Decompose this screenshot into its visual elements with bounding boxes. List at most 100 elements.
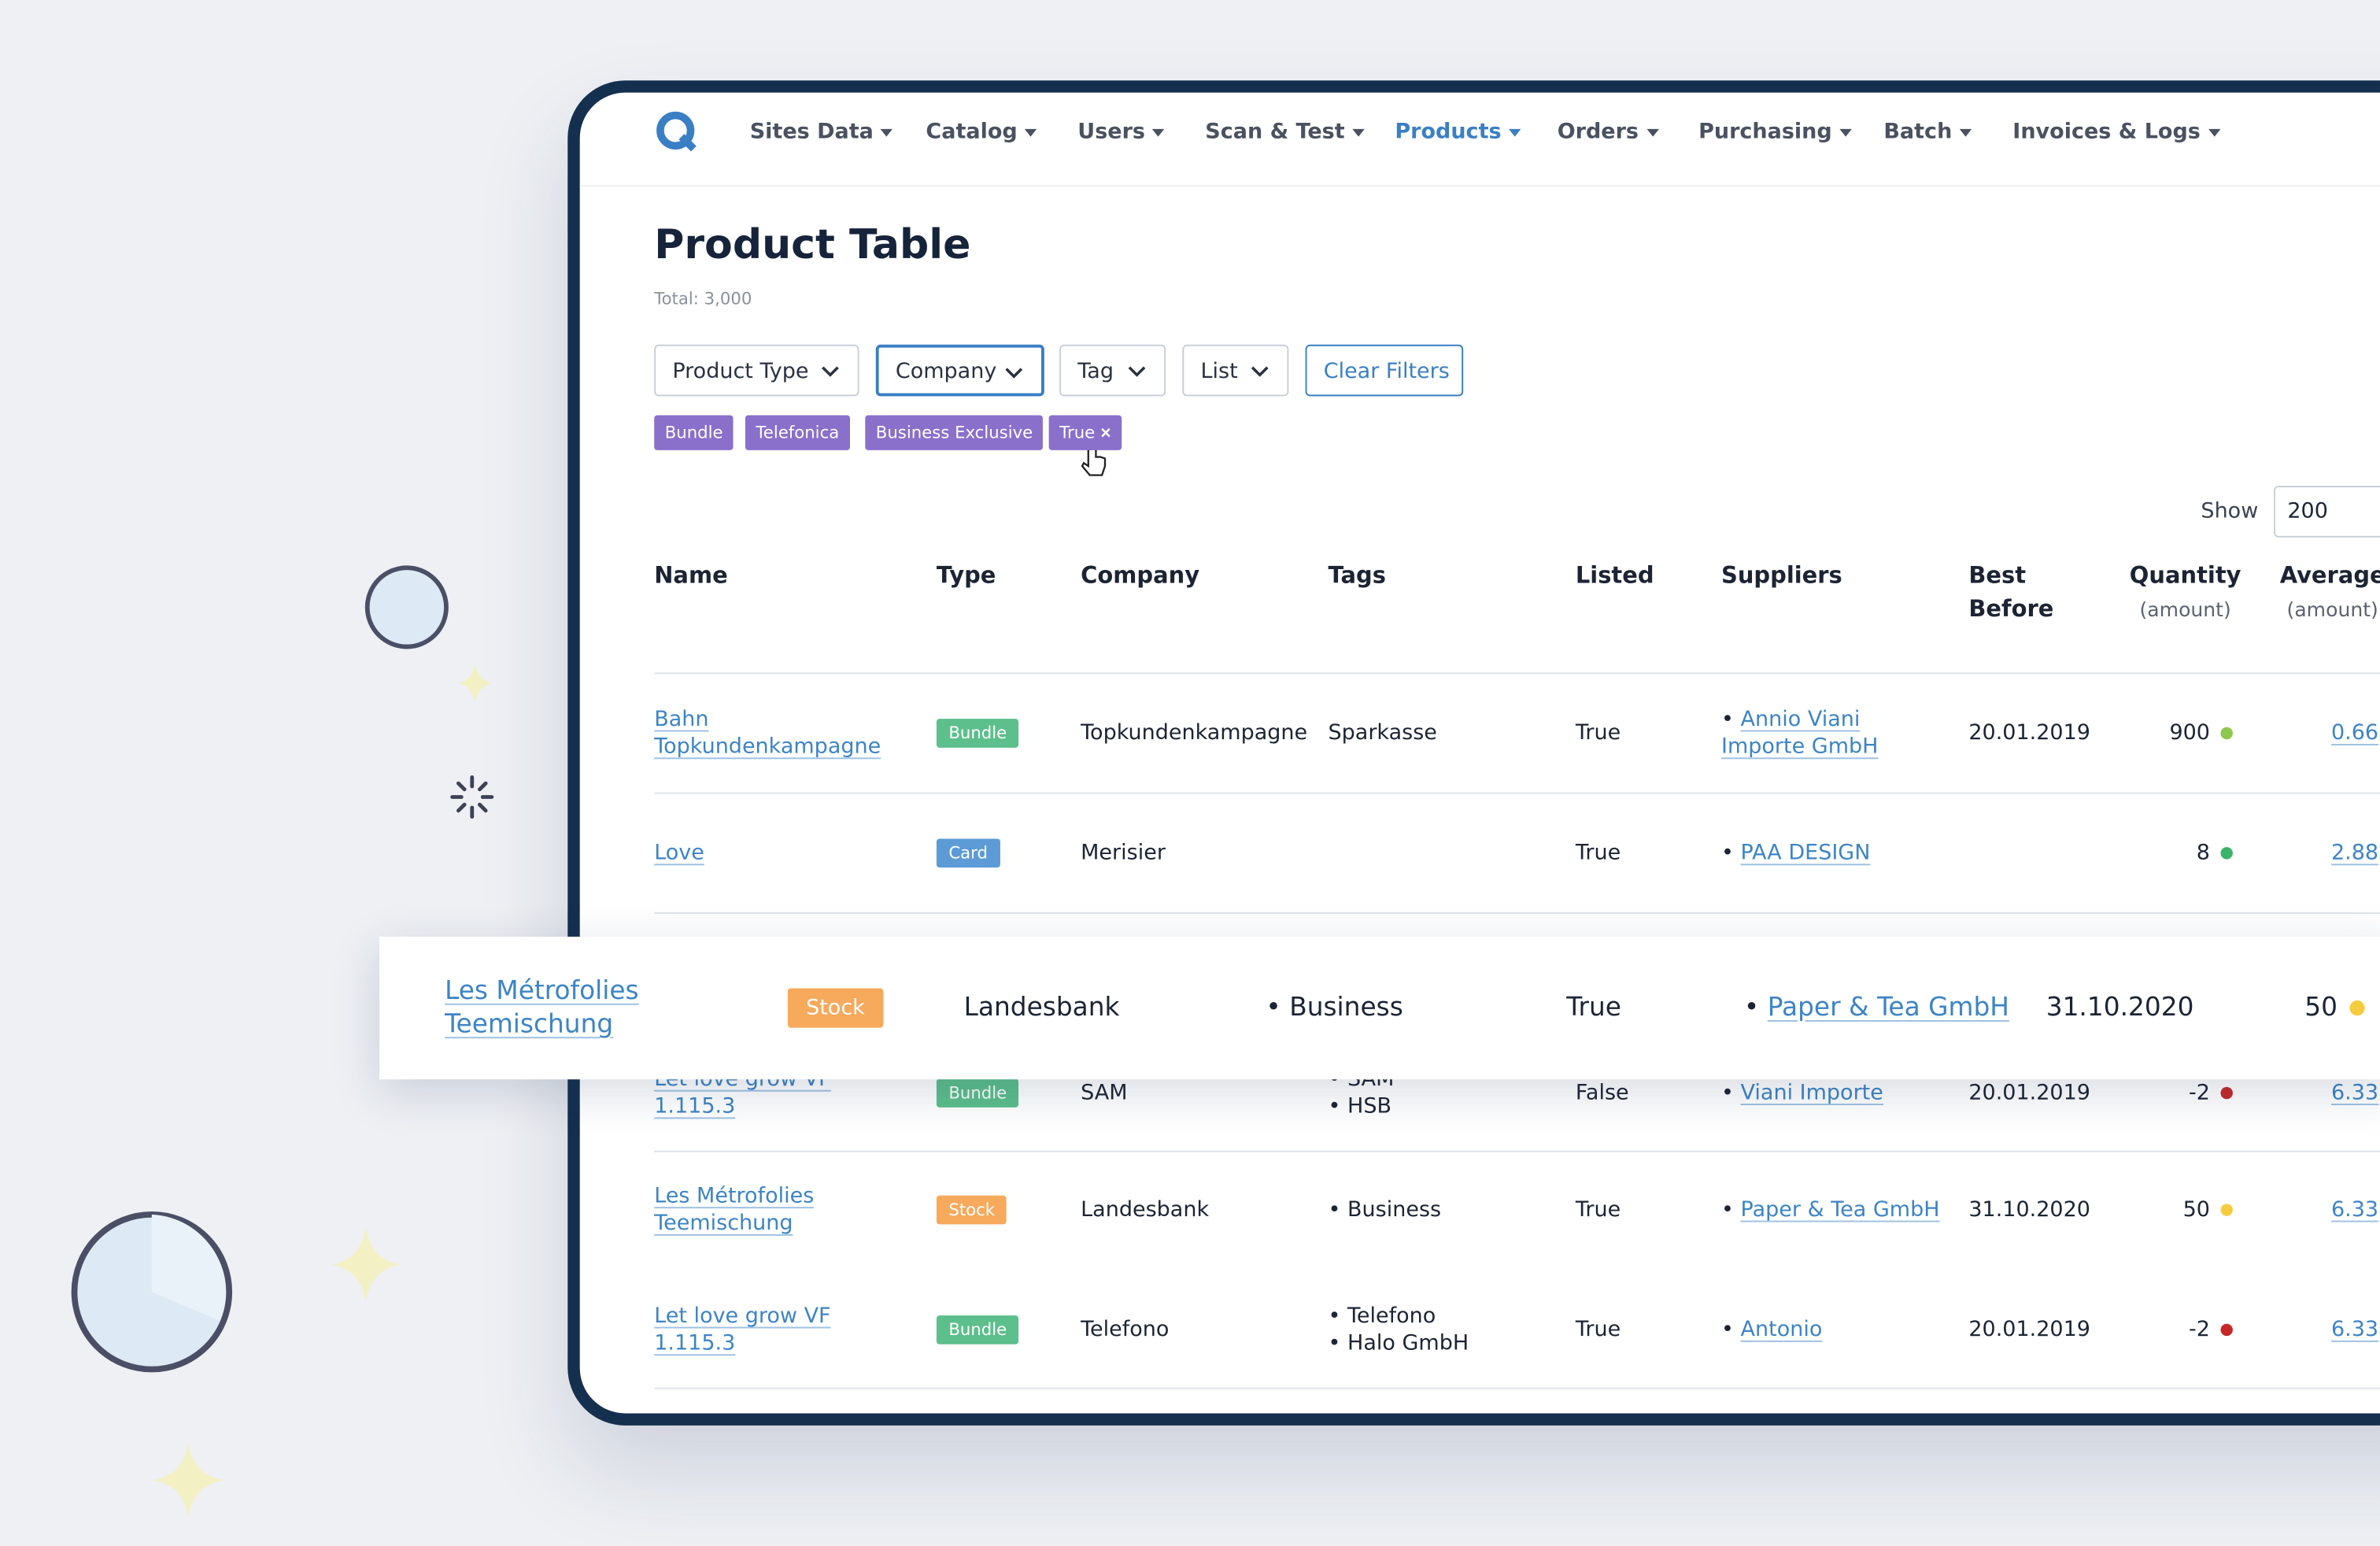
clear-filters-button[interactable]: Clear Filters xyxy=(1305,344,1464,397)
logo xyxy=(656,111,697,152)
row-divider xyxy=(654,1150,2380,1152)
suppliers-list: Paper & Tea GmbH xyxy=(1721,1196,1949,1224)
tags: TelefonoHalo GmbH xyxy=(1328,1303,1469,1357)
tags-text: Business xyxy=(1289,993,1403,1023)
suppliers-item[interactable]: Antonio xyxy=(1721,1316,1949,1344)
floating-row: Les Métrofolies Teemischung Stock Landesba… xyxy=(379,936,2380,1080)
suppliers-text: Paper & Tea GmbH xyxy=(1740,1197,1940,1222)
header-label: Suppliers xyxy=(1720,561,1842,590)
filter-dropdown[interactable]: Tag xyxy=(1059,344,1166,397)
product-name-link[interactable]: Love xyxy=(654,841,704,866)
tags-text: Business xyxy=(1347,1197,1442,1222)
header-sub: (amount) xyxy=(2139,599,2231,623)
nav-item[interactable]: Sites Data xyxy=(750,120,893,144)
suppliers-list: Antonio xyxy=(1721,1316,1949,1344)
average-link[interactable]: 6.33 xyxy=(2330,1317,2379,1342)
suppliers: Antonio xyxy=(1721,1316,1949,1344)
header-label: Name xyxy=(654,561,728,590)
tags-item: HSB xyxy=(1328,1093,1394,1121)
filter-chip[interactable]: Telefonica xyxy=(745,415,850,450)
listed: True xyxy=(1566,993,1621,1023)
best-before: 20.01.2019 xyxy=(1968,1317,2090,1342)
average-link[interactable]: 0.66 xyxy=(2330,721,2379,745)
quantity: -2 xyxy=(2189,1081,2210,1105)
remove-icon[interactable] xyxy=(1100,427,1111,438)
suppliers: Paper & Tea GmbH xyxy=(1721,1196,1949,1224)
page-title: Product Table xyxy=(654,221,971,269)
company: SAM xyxy=(1081,1081,1128,1105)
tags: Sparkasse xyxy=(1328,721,1437,745)
nav-item[interactable]: Scan & Test xyxy=(1205,120,1364,144)
type-badge: Stock xyxy=(787,988,883,1028)
product-name-link[interactable]: Les Métrofolies Teemischung xyxy=(654,1184,815,1236)
product-name-link[interactable]: Let love grow VF 1.115.3 xyxy=(654,1304,831,1356)
nav-item[interactable]: Catalog xyxy=(926,120,1037,144)
chevron xyxy=(1251,366,1269,377)
suppliers: Paper & Tea GmbH xyxy=(1744,994,2009,1022)
header-label: Company xyxy=(1081,561,1200,590)
product-name-link[interactable]: Les Métrofolies Teemischung xyxy=(445,976,639,1041)
column-header: Average (amount) xyxy=(2280,559,2380,629)
listed: True xyxy=(1575,721,1621,745)
app: Sites Data Catalog Users Scan & Test Product… xyxy=(579,93,2380,1414)
company: Topkundenkampagne xyxy=(1081,721,1308,745)
column-header: Type xyxy=(937,559,996,592)
filter-dropdown[interactable]: Company xyxy=(875,344,1044,397)
quantity: 50 xyxy=(2182,1197,2210,1222)
filter-dropdown[interactable]: List xyxy=(1182,344,1289,397)
nav-item[interactable]: Users xyxy=(1077,120,1165,144)
cursor-icon xyxy=(1081,446,1107,476)
header-label: Quantity xyxy=(2129,561,2241,590)
listed: False xyxy=(1575,1081,1629,1105)
status-dot xyxy=(2349,1000,2365,1016)
company: Telefono xyxy=(1081,1317,1170,1342)
column-header: Tags xyxy=(1328,559,1385,592)
suppliers-item[interactable]: Paper & Tea GmbH xyxy=(1744,994,2009,1022)
product-name-link[interactable]: Bahn Topkundenkampagne xyxy=(654,707,881,760)
filter-dropdown[interactable]: Product Type xyxy=(654,344,859,397)
suppliers-item[interactable]: Annio Viani Importe GmbH xyxy=(1721,706,1949,760)
tags-text: Halo GmbH xyxy=(1347,1331,1469,1356)
filter-chip[interactable]: True xyxy=(1048,415,1122,450)
company: Landesbank xyxy=(1081,1197,1210,1222)
nav-item[interactable]: Invoices & Logs xyxy=(2012,120,2220,144)
filter-chip[interactable]: Business Exclusive xyxy=(865,415,1044,450)
chevron xyxy=(1005,368,1023,379)
page-size-select[interactable]: 200 xyxy=(2273,486,2380,538)
average-link[interactable]: 6.33 xyxy=(2330,1197,2379,1222)
status-dot xyxy=(2220,1204,2233,1216)
suppliers-list: Annio Viani Importe GmbH xyxy=(1721,706,1949,760)
suppliers-item[interactable]: Viani Importe xyxy=(1721,1079,1949,1107)
best-before: 31.10.2020 xyxy=(1968,1197,2090,1222)
best-before: 20.01.2019 xyxy=(1968,721,2090,745)
nav-divider xyxy=(579,185,2380,187)
column-header: Company xyxy=(1081,559,1199,592)
nav-item[interactable]: Orders xyxy=(1558,120,1658,144)
average-link[interactable]: 2.88 xyxy=(2330,841,2379,866)
nav-item[interactable]: Products xyxy=(1395,120,1521,144)
quantity: 8 xyxy=(2196,841,2210,866)
company: Merisier xyxy=(1081,841,1166,866)
nav-item[interactable]: Purchasing xyxy=(1698,120,1852,144)
type-badge: Bundle xyxy=(936,719,1019,748)
suppliers-item[interactable]: Paper & Tea GmbH xyxy=(1721,1196,1949,1224)
row-divider xyxy=(654,792,2380,794)
suppliers-text: PAA DESIGN xyxy=(1740,841,1871,866)
average-link[interactable]: 6.33 xyxy=(2330,1081,2379,1105)
quantity: -2 xyxy=(2189,1317,2210,1342)
tags-item: Business xyxy=(1328,1196,1441,1224)
suppliers-item[interactable]: PAA DESIGN xyxy=(1721,839,1949,867)
header-label: Average xyxy=(2279,561,2380,590)
header-label: Tags xyxy=(1328,561,1386,590)
status-dot xyxy=(2220,727,2233,740)
filter-chip[interactable]: Bundle xyxy=(654,415,734,450)
nav-item[interactable]: Batch xyxy=(1883,120,1972,144)
tags: Business xyxy=(1328,1196,1441,1224)
suppliers-text: Antonio xyxy=(1740,1317,1823,1342)
type-badge: Bundle xyxy=(936,1078,1019,1108)
tags-text: Telefono xyxy=(1347,1304,1436,1329)
tags-list: Business xyxy=(1328,1196,1441,1224)
total-count: Total: 3,000 xyxy=(654,289,752,309)
